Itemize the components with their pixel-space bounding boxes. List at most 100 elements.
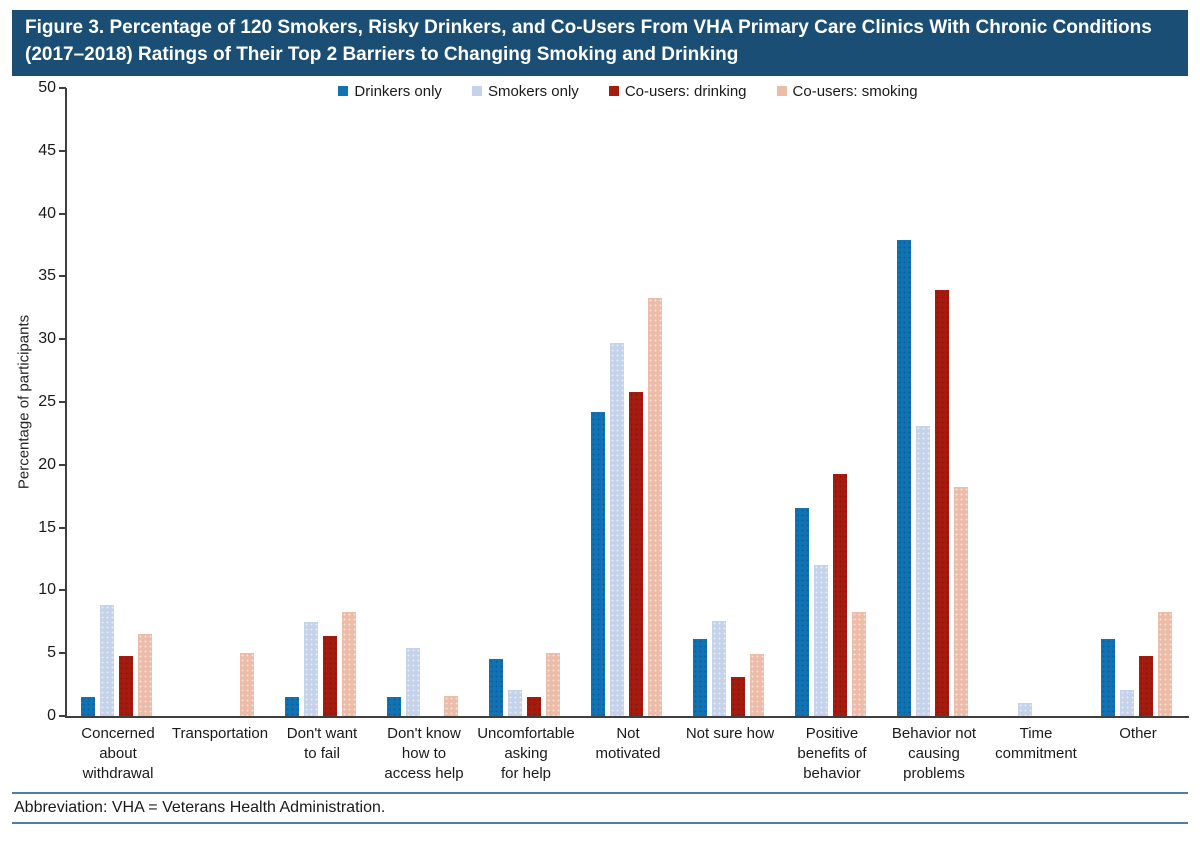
bar <box>897 240 911 716</box>
bar <box>508 690 522 716</box>
bar <box>1101 639 1115 716</box>
x-category-label-line: motivated <box>595 744 661 762</box>
bar-group <box>679 88 781 716</box>
bar <box>342 612 356 716</box>
x-category-label-line: about <box>99 744 137 762</box>
x-category-label-line: Time <box>1019 725 1053 742</box>
bar-group <box>781 88 883 716</box>
bar <box>750 654 764 716</box>
y-tick-label: 35 <box>38 267 56 285</box>
bar <box>546 653 560 716</box>
bar <box>1018 703 1032 716</box>
bar <box>387 697 401 716</box>
legend-swatch-icon <box>608 86 619 96</box>
legend-label: Co-users: smoking <box>792 82 918 100</box>
bar <box>833 474 847 716</box>
y-tick <box>59 715 66 717</box>
x-category-label: Uncomfortable asking for help <box>466 724 586 784</box>
x-category-label-line: commitment <box>995 744 1077 762</box>
bar-group <box>271 88 373 716</box>
y-tick <box>59 87 66 89</box>
x-category-label: Concerned about withdrawal <box>58 724 178 784</box>
y-tick <box>59 401 66 403</box>
x-category-label-line: Other <box>1119 725 1157 742</box>
x-category-label-line: Don't know <box>387 725 461 742</box>
legend-item: Co-users: drinking <box>608 83 747 100</box>
bar <box>489 659 503 716</box>
bar <box>916 426 930 716</box>
bar <box>119 656 133 716</box>
y-tick-label: 50 <box>38 79 56 96</box>
x-category-label-line: to fail <box>304 744 340 762</box>
bar <box>693 639 707 716</box>
x-category-label: Don't know how to access help <box>364 724 484 784</box>
y-tick <box>59 338 66 341</box>
legend-label: Smokers only <box>487 82 579 100</box>
bar-group <box>169 88 271 716</box>
legend-swatch-icon <box>776 86 787 96</box>
y-tick-label: 40 <box>38 204 56 222</box>
bar <box>1120 690 1134 716</box>
bar <box>814 565 828 716</box>
y-axis-line <box>65 88 67 718</box>
bar <box>712 621 726 716</box>
bar <box>138 634 152 716</box>
legend-item: Co-users: smoking <box>776 82 918 100</box>
x-category-label-line: problems <box>903 764 965 782</box>
y-tick <box>59 652 66 655</box>
bar <box>81 697 95 716</box>
x-category-label-line: causing <box>908 744 960 762</box>
figure-title: Figure 3. Percentage of 120 Smokers, Ris… <box>12 10 1188 76</box>
footer-rule-top <box>12 792 1188 794</box>
abbreviation-note: Abbreviation: VHA = Veterans Health Admi… <box>14 799 386 816</box>
y-tick <box>59 212 66 215</box>
bar <box>648 298 662 716</box>
x-category-label-line: Uncomfortable <box>477 725 575 742</box>
x-category-label-line: Positive <box>805 725 859 742</box>
bar-group <box>883 88 985 716</box>
x-category-label: Positive benefits of behavior <box>772 724 892 784</box>
x-category-label-line: Don't want <box>286 725 358 742</box>
x-category-label-line: Transportation <box>171 725 269 742</box>
bar <box>629 392 643 716</box>
x-category-label: Don't want to fail <box>262 724 382 764</box>
x-category-label-line: for help <box>500 764 552 782</box>
y-tick-label: 5 <box>47 644 56 662</box>
footer-rule-bottom <box>12 822 1188 824</box>
legend-item: Drinkers only <box>338 83 442 100</box>
x-category-label-line: behavior <box>803 764 861 782</box>
y-tick <box>59 526 66 529</box>
bar <box>240 653 254 716</box>
legend-label: Drinkers only <box>354 82 442 100</box>
x-category-label: Not sure how <box>670 724 790 744</box>
bar <box>406 648 420 716</box>
bar-group <box>373 88 475 716</box>
x-category-label-line: withdrawal <box>82 764 154 782</box>
bar-group <box>985 88 1087 716</box>
legend-swatch-icon <box>338 86 349 96</box>
bar <box>731 677 745 716</box>
x-axis-line <box>65 716 1189 718</box>
bar-group <box>67 88 169 716</box>
y-tick-label: 30 <box>38 330 56 348</box>
x-category-label: Time commitment <box>976 724 1096 764</box>
bar <box>591 412 605 716</box>
legend-swatch-icon <box>471 86 482 96</box>
y-tick-label: 45 <box>38 141 56 159</box>
bar <box>852 612 866 716</box>
x-category-label: Other <box>1078 724 1198 744</box>
chart-legend: Drinkers only Smokers only Co-users: drink… <box>67 80 1189 102</box>
bar <box>100 605 114 716</box>
x-category-label: Not motivated <box>568 724 688 764</box>
bar <box>610 343 624 716</box>
x-category-label: Transportation <box>160 724 280 744</box>
y-tick-label: 0 <box>47 707 56 724</box>
x-category-label-line: Not sure how <box>685 725 775 742</box>
x-category-label-line: Behavior not <box>891 725 977 742</box>
x-category-label-line: Concerned <box>81 725 155 742</box>
x-category-label-line: Not <box>616 725 640 742</box>
plot-area <box>67 88 1189 716</box>
bar <box>1158 612 1172 716</box>
y-tick <box>59 463 66 466</box>
